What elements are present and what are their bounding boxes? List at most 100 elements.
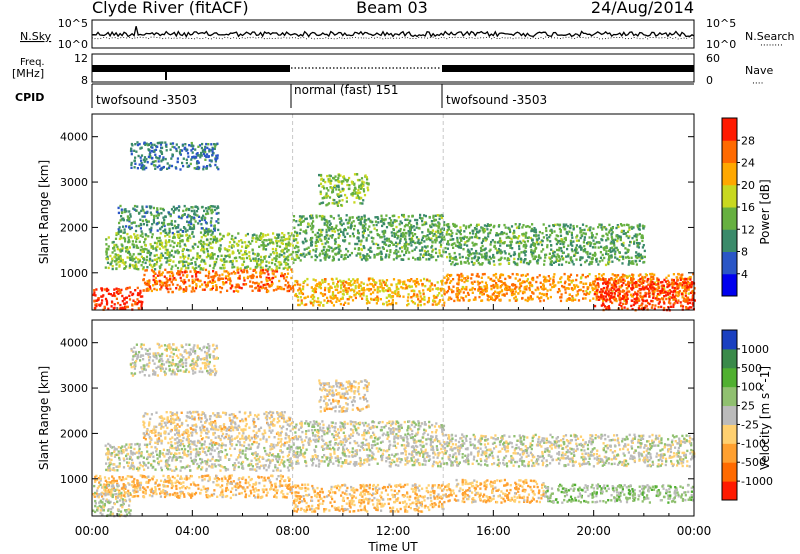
power-cell bbox=[200, 218, 204, 221]
power-cell bbox=[471, 229, 474, 232]
power-cell bbox=[356, 252, 360, 255]
power-cell bbox=[342, 290, 345, 293]
power-cell bbox=[184, 230, 187, 233]
power-cell bbox=[292, 237, 295, 240]
power-cell bbox=[543, 278, 547, 281]
power-cell bbox=[244, 250, 247, 253]
power-cell bbox=[425, 258, 428, 261]
power-cell bbox=[515, 236, 518, 239]
power-cell bbox=[168, 254, 171, 257]
power-cell bbox=[638, 223, 641, 226]
power-cell bbox=[415, 221, 418, 225]
power-cell bbox=[118, 289, 121, 292]
power-cell bbox=[499, 258, 502, 262]
power-cell bbox=[335, 201, 338, 204]
power-cell bbox=[380, 214, 383, 217]
power-cell bbox=[441, 279, 444, 282]
power-cell bbox=[605, 245, 608, 248]
power-cell bbox=[576, 293, 579, 296]
power-cell bbox=[567, 278, 570, 281]
power-cell bbox=[242, 283, 245, 286]
power-cell bbox=[161, 166, 164, 169]
power-cell bbox=[142, 257, 145, 260]
power-cell bbox=[577, 299, 581, 302]
power-cell bbox=[548, 252, 551, 255]
power-cell bbox=[143, 247, 146, 251]
power-cell bbox=[214, 263, 217, 266]
power-cell bbox=[653, 290, 656, 294]
power-cell bbox=[349, 289, 352, 292]
power-cell bbox=[567, 287, 570, 290]
power-cell bbox=[409, 228, 412, 231]
power-cell bbox=[377, 297, 380, 300]
power-cell bbox=[243, 276, 246, 280]
power-cell bbox=[149, 287, 152, 290]
power-cell bbox=[142, 266, 145, 269]
power-cell bbox=[146, 283, 149, 286]
power-cell bbox=[206, 243, 209, 246]
power-cell bbox=[98, 303, 101, 306]
power-cell bbox=[519, 283, 522, 286]
power-cell bbox=[204, 283, 207, 287]
power-cell bbox=[354, 284, 357, 288]
power-cell bbox=[132, 221, 135, 224]
power-cell bbox=[160, 284, 163, 288]
power-cell bbox=[481, 262, 484, 265]
power-cell bbox=[213, 229, 216, 232]
power-cell bbox=[165, 231, 168, 235]
power-cell bbox=[152, 278, 155, 282]
power-cell bbox=[434, 218, 438, 222]
power-cell bbox=[212, 267, 215, 270]
noise-right-tick-bottom: 10^0 bbox=[706, 38, 736, 51]
power-cell bbox=[412, 294, 415, 298]
power-cell bbox=[128, 264, 131, 268]
power-cell bbox=[499, 273, 503, 277]
power-cell bbox=[278, 263, 281, 267]
power-cell bbox=[650, 275, 653, 278]
power-cell bbox=[591, 235, 594, 238]
power-cell bbox=[166, 167, 169, 170]
power-cell bbox=[137, 261, 140, 264]
power-cell bbox=[513, 261, 516, 264]
power-cell bbox=[474, 242, 477, 246]
power-cell bbox=[455, 262, 458, 266]
power-cell bbox=[418, 216, 422, 219]
power-cell bbox=[437, 231, 440, 234]
power-cell bbox=[305, 253, 308, 256]
power-cell bbox=[255, 281, 258, 285]
power-cell bbox=[107, 266, 110, 270]
power-cell bbox=[584, 260, 587, 264]
power-cell bbox=[262, 233, 265, 236]
power-cell bbox=[297, 303, 300, 307]
power-cell bbox=[466, 291, 470, 295]
power-cell bbox=[182, 288, 185, 291]
power-cell bbox=[574, 251, 577, 254]
power-cell bbox=[330, 297, 333, 300]
power-cell bbox=[228, 249, 231, 252]
power-cell bbox=[429, 254, 432, 257]
power-cell bbox=[323, 293, 327, 296]
power-cell bbox=[427, 296, 431, 300]
power-cell bbox=[203, 229, 206, 232]
power-cell bbox=[440, 238, 443, 241]
power-cell bbox=[438, 214, 441, 217]
power-cell bbox=[340, 230, 343, 233]
power-cell bbox=[203, 209, 206, 213]
power-cell bbox=[386, 303, 389, 307]
power-cell bbox=[170, 267, 173, 271]
power-cell bbox=[636, 294, 639, 297]
power-cell bbox=[381, 246, 384, 249]
power-cell bbox=[518, 223, 521, 226]
power-cell bbox=[532, 292, 535, 295]
power-cell bbox=[121, 211, 124, 215]
power-cell bbox=[217, 221, 220, 225]
power-cell bbox=[214, 160, 217, 163]
power-cell bbox=[683, 297, 686, 300]
power-cell bbox=[545, 279, 548, 282]
power-cell bbox=[528, 225, 531, 229]
power-cell bbox=[604, 298, 607, 301]
power-cell bbox=[356, 178, 360, 182]
power-cell bbox=[165, 243, 168, 247]
power-cell bbox=[357, 231, 360, 234]
power-cell bbox=[95, 303, 98, 306]
